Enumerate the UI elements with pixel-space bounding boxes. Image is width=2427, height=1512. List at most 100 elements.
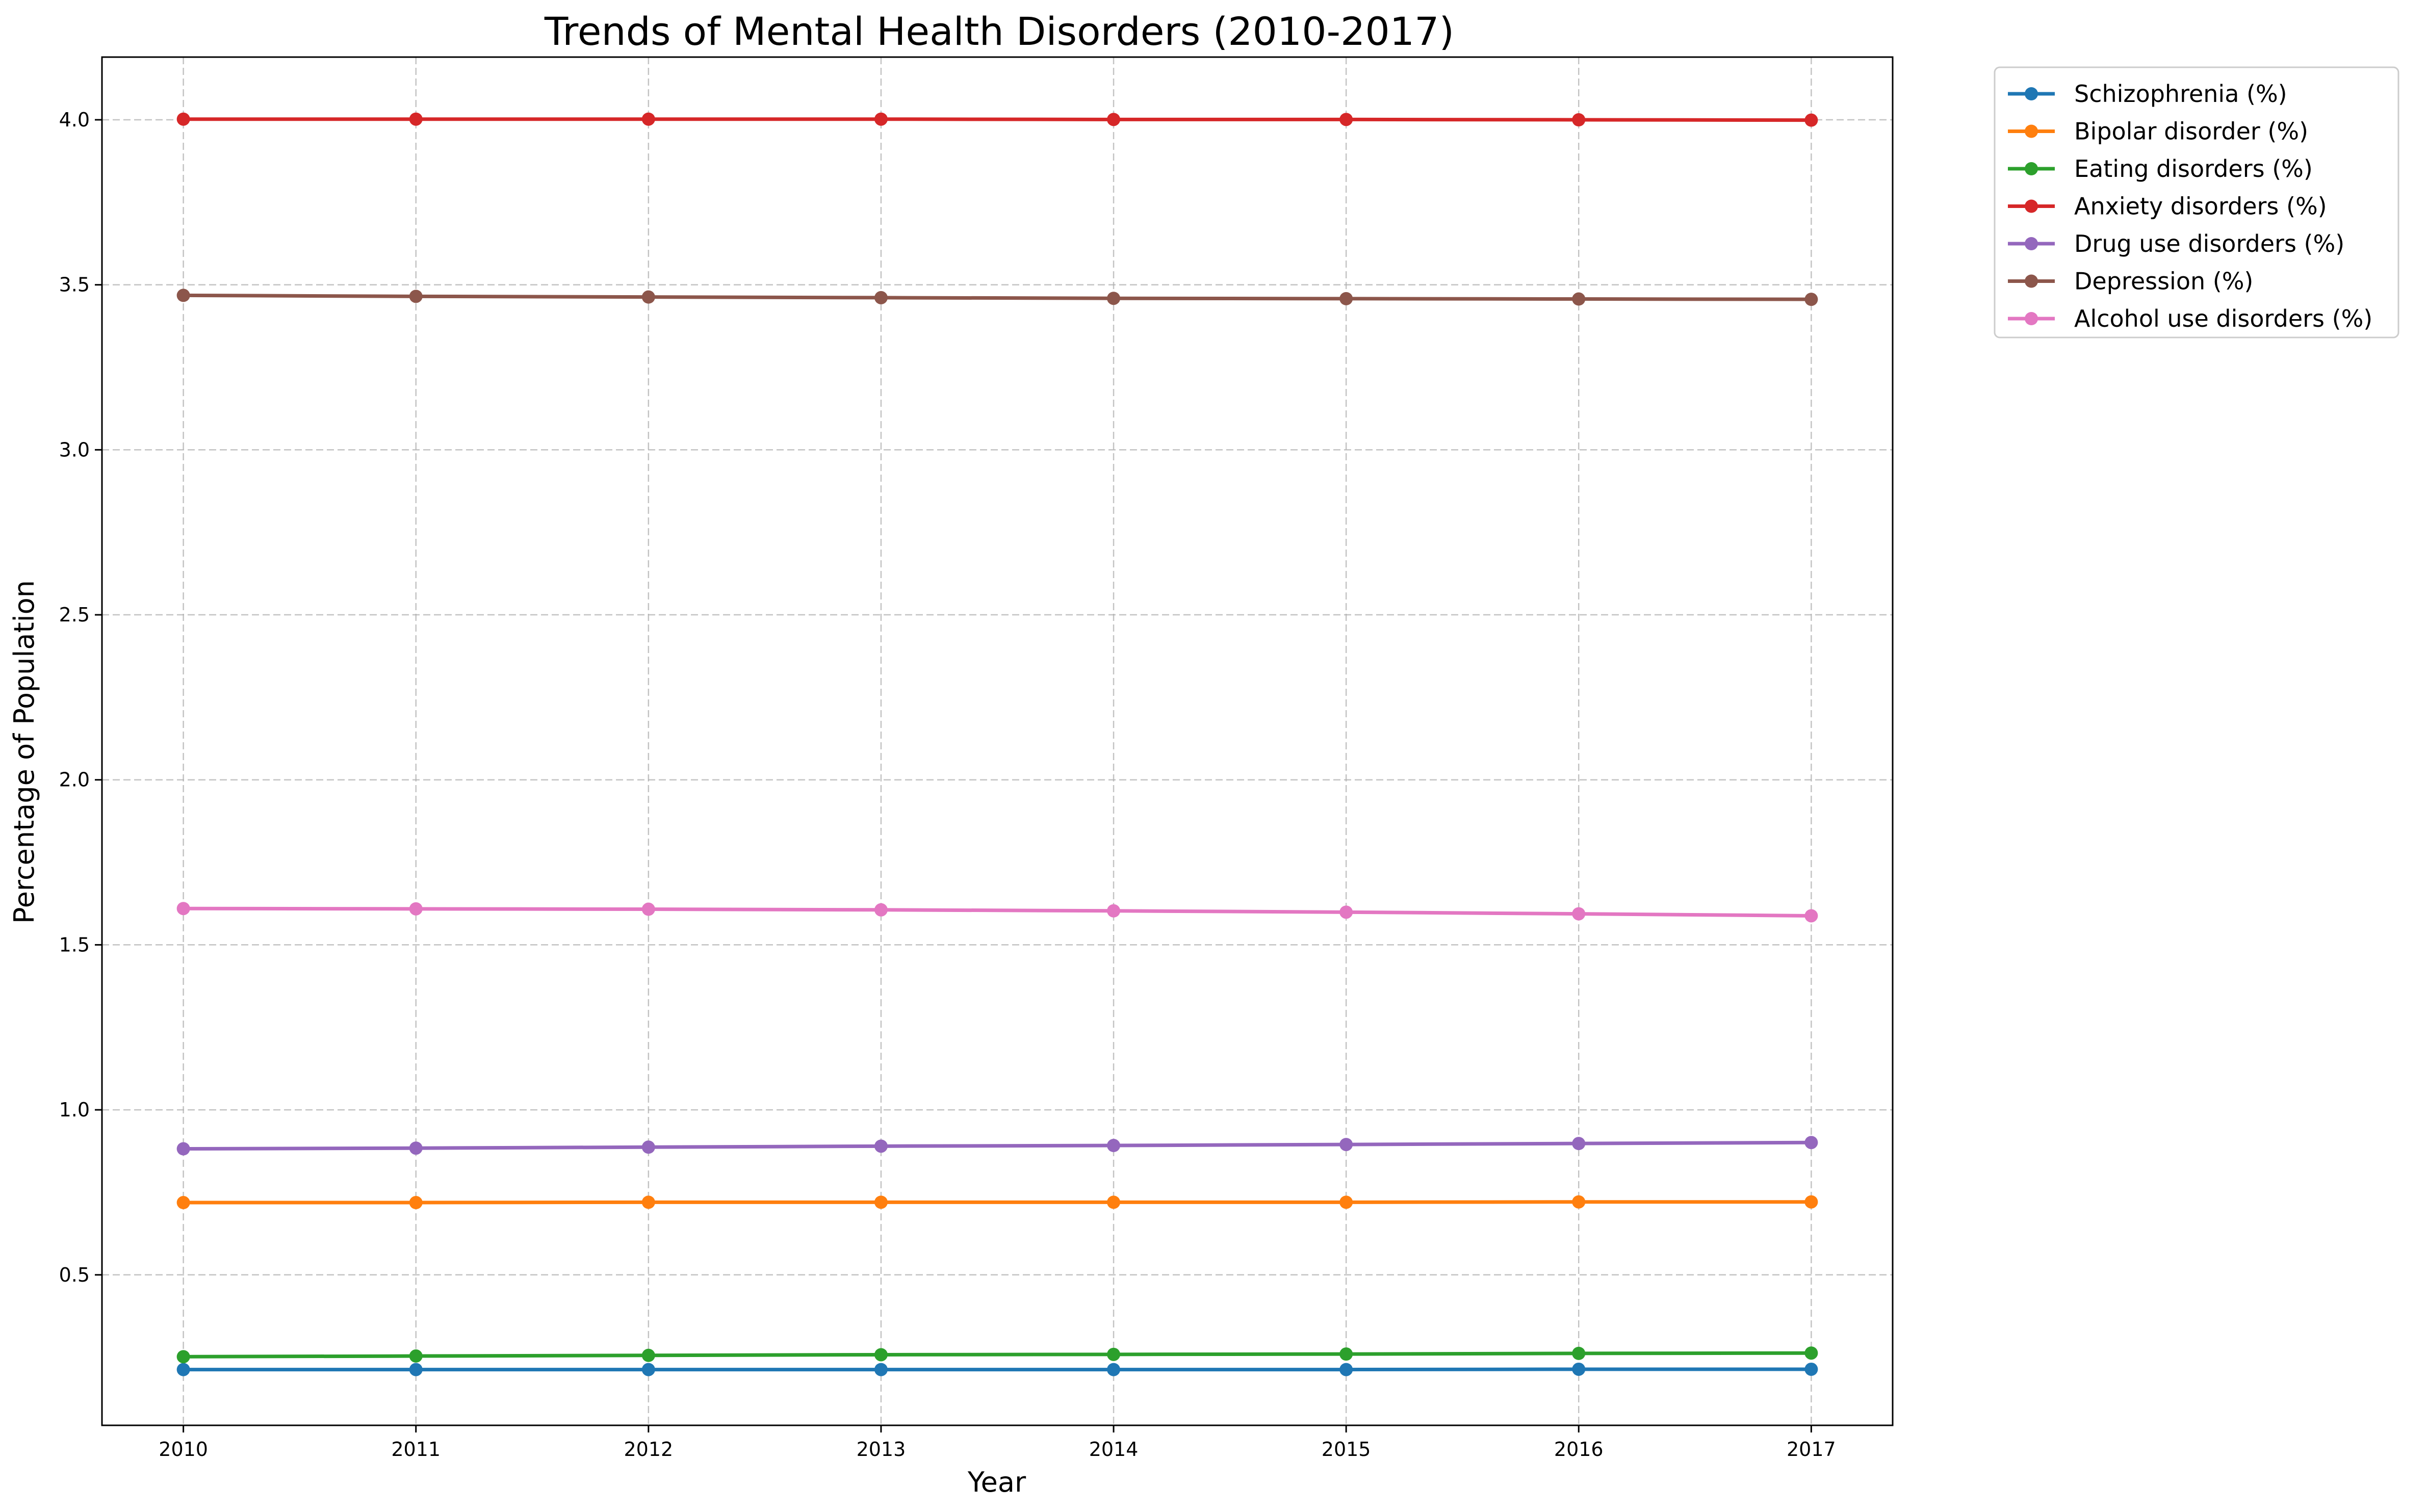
series-line-eating-disorders xyxy=(182,1351,1813,1359)
data-point-eating-disorders xyxy=(409,1349,423,1363)
data-point-drug-use-disorders xyxy=(1572,1137,1586,1151)
data-point-depression xyxy=(1339,292,1353,305)
x-tick-label: 2015 xyxy=(1322,1438,1371,1461)
data-point-bipolar-disorder xyxy=(641,1195,655,1209)
data-point-anxiety-disorders xyxy=(409,112,423,126)
y-tick-label: 1.5 xyxy=(59,933,90,956)
data-point-anxiety-disorders xyxy=(1339,113,1353,126)
legend-label-schizophrenia: Schizophrenia (%) xyxy=(2074,80,2287,108)
data-point-drug-use-disorders xyxy=(641,1140,655,1154)
x-axis-ticks: 2010 2011 2012 2013 2014 2015 2016 2017 xyxy=(159,1425,1836,1461)
data-point-depression xyxy=(176,289,190,302)
legend-label-drug-use-disorders: Drug use disorders (%) xyxy=(2074,230,2344,257)
legend-label-anxiety-disorders: Anxiety disorders (%) xyxy=(2074,193,2327,220)
series-line-anxiety-disorders xyxy=(182,117,1813,122)
data-point-anxiety-disorders xyxy=(1572,113,1586,127)
data-point-bipolar-disorder xyxy=(1804,1195,1818,1209)
data-point-eating-disorders xyxy=(1107,1347,1121,1361)
data-point-alcohol-use-disorders xyxy=(1339,905,1353,919)
series-line-schizophrenia xyxy=(182,1367,1813,1372)
data-point-alcohol-use-disorders xyxy=(1107,904,1121,918)
data-point-alcohol-use-disorders xyxy=(1804,909,1818,923)
legend-label-bipolar-disorder: Bipolar disorder (%) xyxy=(2074,118,2308,145)
data-point-bipolar-disorder xyxy=(176,1196,190,1210)
x-tick-label: 2016 xyxy=(1554,1438,1604,1461)
legend-swatch-marker-schizophrenia xyxy=(2025,87,2038,100)
data-point-schizophrenia xyxy=(1804,1362,1818,1376)
series-line-drug-use-disorders xyxy=(182,1140,1813,1151)
y-tick-label: 1.0 xyxy=(59,1099,90,1121)
series-line-bipolar-disorder xyxy=(182,1200,1813,1205)
data-point-anxiety-disorders xyxy=(1107,113,1121,126)
data-point-schizophrenia xyxy=(1572,1362,1586,1376)
y-tick-label: 3.0 xyxy=(59,438,90,461)
data-point-eating-disorders xyxy=(1572,1346,1586,1360)
data-point-anxiety-disorders xyxy=(1804,113,1818,127)
series-markers xyxy=(176,112,1818,1376)
legend-label-eating-disorders: Eating disorders (%) xyxy=(2074,155,2313,183)
y-axis-ticks: 0.5 1.0 1.5 2.0 2.5 3.0 3.5 4.0 xyxy=(59,109,102,1286)
data-point-schizophrenia xyxy=(1107,1363,1121,1376)
legend-label-alcohol-use-disorders: Alcohol use disorders (%) xyxy=(2074,305,2372,332)
data-point-depression xyxy=(874,291,888,304)
x-tick-label: 2010 xyxy=(159,1438,208,1461)
legend-swatch-marker-bipolar-disorder xyxy=(2025,124,2038,138)
data-point-schizophrenia xyxy=(641,1363,655,1376)
y-tick-label: 2.5 xyxy=(59,604,90,626)
data-point-bipolar-disorder xyxy=(1339,1195,1353,1209)
x-tick-label: 2017 xyxy=(1787,1438,1836,1461)
data-point-eating-disorders xyxy=(176,1350,190,1364)
data-point-schizophrenia xyxy=(874,1363,888,1376)
y-tick-label: 4.0 xyxy=(59,109,90,131)
data-point-drug-use-disorders xyxy=(1339,1138,1353,1152)
data-point-anxiety-disorders xyxy=(176,112,190,126)
data-point-eating-disorders xyxy=(641,1348,655,1362)
y-tick-label: 3.5 xyxy=(59,274,90,296)
legend-frame xyxy=(1994,66,2399,338)
data-point-alcohol-use-disorders xyxy=(1572,907,1586,921)
chart-title: Trends of Mental Health Disorders (2010-… xyxy=(544,9,1454,54)
legend-swatch-marker-anxiety-disorders xyxy=(2025,199,2038,213)
data-point-depression xyxy=(641,290,655,304)
x-tick-label: 2013 xyxy=(857,1438,906,1461)
data-point-alcohol-use-disorders xyxy=(176,902,190,916)
data-point-schizophrenia xyxy=(1339,1363,1353,1376)
x-axis-label: Year xyxy=(967,1466,1026,1498)
data-point-depression xyxy=(1572,292,1586,306)
legend-swatch-marker-drug-use-disorders xyxy=(2025,237,2038,250)
data-point-depression xyxy=(1107,292,1121,305)
series-lines xyxy=(182,117,1813,1372)
data-point-depression xyxy=(409,290,423,303)
data-point-drug-use-disorders xyxy=(874,1139,888,1153)
data-point-drug-use-disorders xyxy=(176,1142,190,1156)
data-point-eating-disorders xyxy=(874,1348,888,1362)
data-point-drug-use-disorders xyxy=(409,1141,423,1155)
data-point-bipolar-disorder xyxy=(1107,1195,1121,1209)
data-point-anxiety-disorders xyxy=(641,112,655,126)
data-point-eating-disorders xyxy=(1804,1346,1818,1360)
data-point-schizophrenia xyxy=(409,1363,423,1376)
legend-swatch-marker-eating-disorders xyxy=(2025,162,2038,175)
series-line-depression xyxy=(182,293,1813,301)
x-tick-label: 2014 xyxy=(1089,1438,1139,1461)
legend: Schizophrenia (%) Bipolar disorder (%) Eat… xyxy=(1994,66,2399,338)
x-tick-label: 2012 xyxy=(624,1438,673,1461)
data-point-bipolar-disorder xyxy=(1572,1195,1586,1209)
y-tick-label: 2.0 xyxy=(59,769,90,791)
data-point-drug-use-disorders xyxy=(1804,1136,1818,1150)
data-point-drug-use-disorders xyxy=(1107,1139,1121,1153)
data-point-alcohol-use-disorders xyxy=(409,902,423,916)
data-point-alcohol-use-disorders xyxy=(874,903,888,917)
data-point-bipolar-disorder xyxy=(409,1196,423,1210)
legend-swatch-marker-depression xyxy=(2025,274,2038,288)
data-point-schizophrenia xyxy=(176,1363,190,1376)
plot-area-frame xyxy=(101,56,1894,1426)
y-tick-label: 0.5 xyxy=(59,1264,90,1286)
series-line-alcohol-use-disorders xyxy=(182,906,1813,918)
legend-label-depression: Depression (%) xyxy=(2074,268,2253,295)
y-axis-label: Percentage of Population xyxy=(8,580,40,924)
data-point-eating-disorders xyxy=(1339,1347,1353,1361)
data-point-anxiety-disorders xyxy=(874,112,888,126)
legend-swatch-marker-alcohol-use-disorders xyxy=(2025,312,2038,325)
data-point-alcohol-use-disorders xyxy=(641,902,655,916)
